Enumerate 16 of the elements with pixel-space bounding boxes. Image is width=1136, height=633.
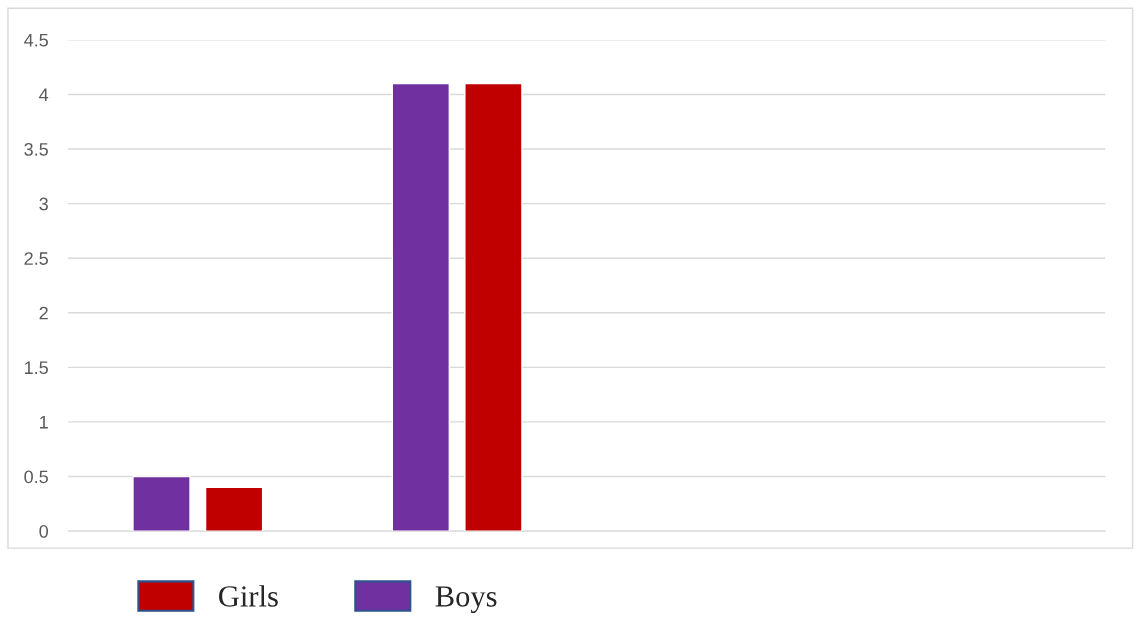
y-tick-label: 3.5 bbox=[24, 142, 48, 156]
bar bbox=[204, 486, 264, 532]
y-tick-label: 3 bbox=[39, 197, 48, 211]
legend-label: Girls bbox=[219, 585, 278, 607]
y-tick-label: 0 bbox=[39, 525, 49, 538]
y-tick-label: 1 bbox=[40, 416, 48, 429]
legend-label: Boys bbox=[435, 586, 497, 613]
bar bbox=[464, 82, 523, 532]
y-tick-label: 4 bbox=[39, 88, 49, 101]
y-tick-label: 4.5 bbox=[24, 34, 48, 47]
y-tick-label: 2 bbox=[39, 306, 48, 320]
y-tick-label: 2.5 bbox=[24, 252, 48, 265]
y-tick-label: 0.5 bbox=[24, 470, 48, 484]
bar bbox=[132, 475, 191, 532]
bar bbox=[391, 82, 451, 532]
y-tick-label: 1.5 bbox=[25, 361, 48, 375]
